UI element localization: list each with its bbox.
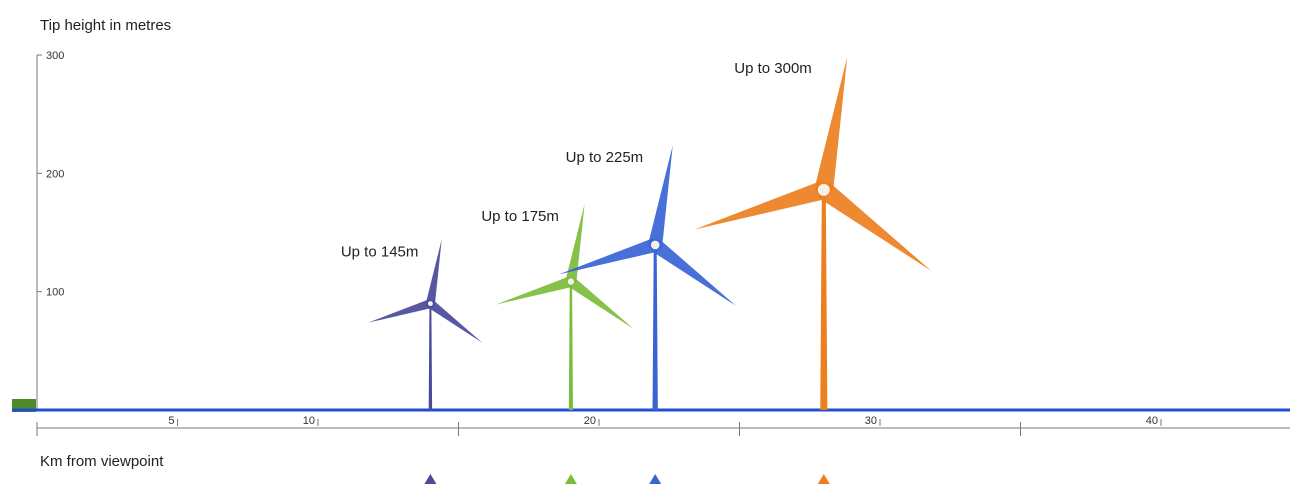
turbine-tower <box>652 244 658 410</box>
turbine-2: Up to 175m <box>481 204 634 484</box>
turbine-blade <box>567 277 634 329</box>
turbine-hub <box>426 299 435 308</box>
turbine-blade <box>694 180 827 230</box>
turbine-blade <box>495 276 573 305</box>
turbine-1: Up to 145m <box>341 239 483 484</box>
x-tick-label: 10 <box>303 415 315 427</box>
turbine-hub <box>816 182 832 198</box>
turbine-blade <box>427 299 483 343</box>
x-tick-label: 20 <box>584 415 596 427</box>
turbine-3: Up to 225m <box>558 145 737 484</box>
turbine-blade <box>425 239 442 305</box>
y-axis-title: Tip height in metres <box>40 17 172 34</box>
x-tick-label: 40 <box>1146 415 1158 427</box>
turbine-blade <box>368 299 432 323</box>
turbine-blade <box>650 239 737 306</box>
turbine-hub <box>566 276 576 287</box>
turbine-hub <box>649 239 662 251</box>
turbine-blade <box>565 204 585 283</box>
turbine-location-marker <box>424 474 437 484</box>
turbine-blade <box>648 145 673 247</box>
y-tick-label: 200 <box>46 168 64 180</box>
turbine-blade <box>818 182 932 272</box>
turbine-location-marker <box>564 474 577 484</box>
x-axis-title: Km from viewpoint <box>40 453 164 470</box>
turbine-blade <box>814 57 848 192</box>
y-tick-label: 100 <box>46 287 64 299</box>
turbine-blade <box>558 238 658 275</box>
turbine-tower <box>428 303 433 410</box>
y-tick-label: 300 <box>46 50 64 62</box>
x-tick-label: 5 <box>168 415 174 427</box>
turbine-4: Up to 300m <box>694 57 932 484</box>
turbine-location-marker <box>817 474 830 484</box>
x-tick-label: 30 <box>865 415 877 427</box>
turbine-tower <box>820 189 828 410</box>
turbine-height-label: Up to 175m <box>481 208 559 225</box>
turbine-height-label: Up to 145m <box>341 243 419 260</box>
turbine-height-label: Up to 300m <box>734 60 812 77</box>
turbine-tower <box>568 281 573 410</box>
turbine-location-marker <box>649 474 662 484</box>
turbine-height-label: Up to 225m <box>566 149 644 166</box>
